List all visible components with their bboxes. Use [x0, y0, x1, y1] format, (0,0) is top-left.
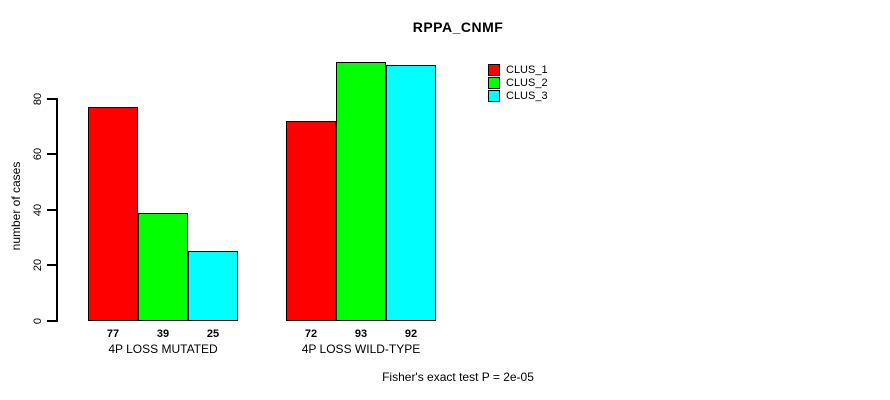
bar-clus_3-2 — [386, 65, 436, 321]
y-tick-label: 20 — [32, 259, 44, 272]
bar-value-label: 92 — [404, 328, 418, 340]
bar-value-label: 72 — [304, 328, 318, 340]
y-tick-label: 0 — [32, 317, 44, 325]
legend-label: CLUS_2 — [506, 76, 548, 89]
bar-value-label: 77 — [106, 328, 120, 340]
bar-clus_2-2 — [336, 62, 386, 321]
y-axis — [56, 98, 58, 322]
y-tick-mark — [47, 97, 56, 100]
y-tick-mark — [47, 208, 56, 211]
y-tick-label: 80 — [32, 92, 44, 105]
legend-item-clus_2: CLUS_2 — [488, 76, 548, 89]
y-tick-mark — [47, 320, 56, 322]
bar-clus_2-1 — [138, 213, 188, 321]
bar-clus_1-1 — [88, 107, 138, 321]
legend-item-clus_1: CLUS_1 — [488, 63, 548, 76]
y-tick-label: 40 — [32, 203, 44, 216]
legend-label: CLUS_3 — [506, 89, 548, 102]
y-axis-label: number of cases — [9, 161, 23, 251]
y-tick-mark — [47, 264, 56, 267]
bar-value-label: 39 — [156, 328, 170, 340]
legend-item-clus_3: CLUS_3 — [488, 89, 548, 102]
legend-swatch-clus_2 — [488, 76, 500, 89]
legend-label: CLUS_1 — [506, 63, 548, 76]
group-label: 4P LOSS WILD-TYPE — [301, 342, 421, 356]
bar-clus_3-1 — [188, 251, 238, 321]
footer-note: Fisher's exact test P = 2e-05 — [382, 370, 534, 384]
chart-title: RPPA_CNMF — [412, 19, 504, 35]
legend-swatch-clus_1 — [488, 63, 500, 76]
y-tick-label: 60 — [32, 148, 44, 161]
group-label: 4P LOSS MUTATED — [108, 342, 218, 356]
bar-clus_1-2 — [286, 121, 336, 321]
y-tick-mark — [47, 153, 56, 156]
legend-swatch-clus_3 — [488, 89, 500, 102]
bar-value-label: 93 — [354, 328, 368, 340]
legend: CLUS_1 CLUS_2 CLUS_3 — [488, 63, 548, 102]
bar-value-label: 25 — [206, 328, 220, 340]
